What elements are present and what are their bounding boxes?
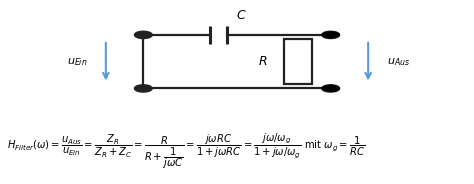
Text: $C$: $C$ <box>237 9 247 22</box>
Circle shape <box>321 31 340 38</box>
Bar <box>284 39 312 84</box>
Circle shape <box>135 32 152 38</box>
Text: $u_{Aus}$: $u_{Aus}$ <box>387 56 410 68</box>
Circle shape <box>322 32 339 38</box>
Text: $R$: $R$ <box>258 55 267 68</box>
Circle shape <box>135 85 152 92</box>
Text: $H_{Filter}(\omega) = \dfrac{u_{Aus}}{u_{Ein}} = \dfrac{Z_R}{Z_R + Z_C} = \dfrac: $H_{Filter}(\omega) = \dfrac{u_{Aus}}{u_… <box>8 131 365 171</box>
Circle shape <box>321 85 340 92</box>
Text: $u_{Ein}$: $u_{Ein}$ <box>66 56 87 68</box>
Circle shape <box>322 85 339 92</box>
